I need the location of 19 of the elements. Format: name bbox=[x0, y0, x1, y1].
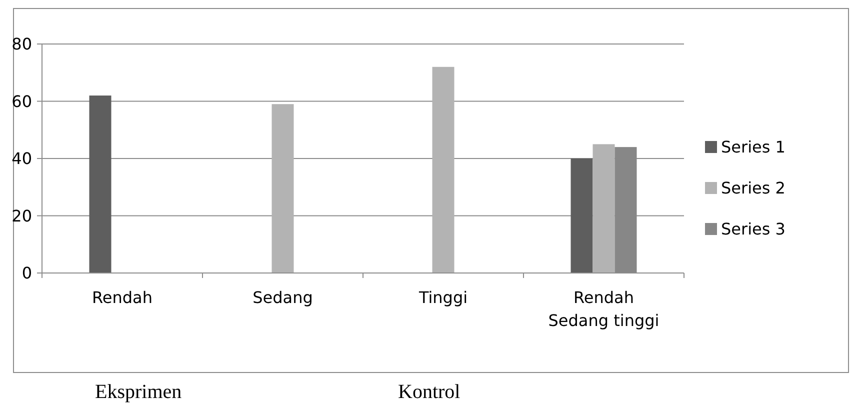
x-tick-label: Rendah bbox=[92, 288, 152, 307]
y-tick-label: 80 bbox=[12, 34, 32, 54]
text: Kontrol bbox=[398, 381, 461, 403]
text: Eksprimen bbox=[95, 381, 182, 403]
y-tick-label: 20 bbox=[12, 206, 32, 226]
legend-label: Series 2 bbox=[721, 178, 786, 198]
y-tick-label: 40 bbox=[12, 149, 32, 168]
bar bbox=[272, 104, 294, 273]
legend-label: Series 1 bbox=[721, 138, 786, 157]
x-tick-label: Tinggi bbox=[418, 288, 468, 307]
bar bbox=[432, 66, 454, 273]
y-tick-label: 0 bbox=[22, 264, 32, 283]
y-tick-label: 60 bbox=[12, 92, 32, 111]
x-tick-label: Sedang bbox=[252, 288, 313, 307]
bar bbox=[89, 96, 112, 273]
legend-label: Series 3 bbox=[721, 220, 786, 239]
x-tick-label: Rendah Sedang tinggi bbox=[548, 288, 660, 330]
bar bbox=[592, 144, 615, 273]
bar bbox=[570, 158, 593, 273]
